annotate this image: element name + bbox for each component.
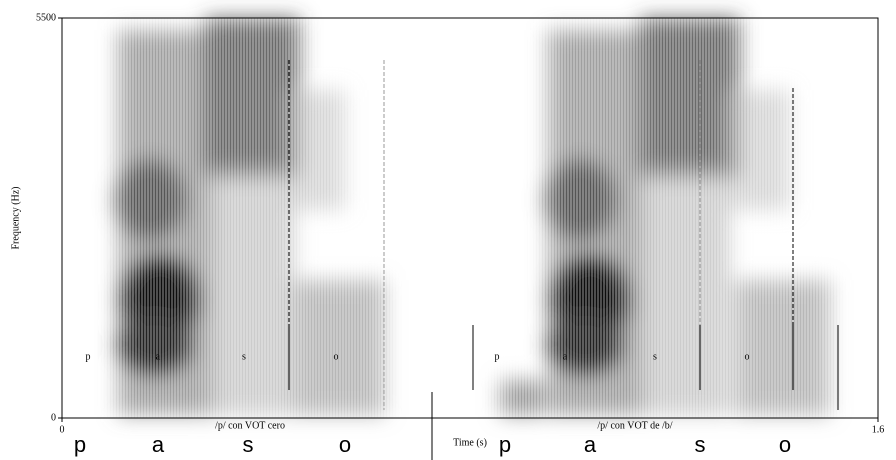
segment-label: s: [653, 351, 657, 362]
phoneme-letter: o: [339, 432, 351, 457]
phoneme-letter: o: [779, 432, 791, 457]
segment-label: p: [86, 351, 91, 362]
panel-caption: /p/ con VOT cero: [215, 420, 285, 431]
segment-label: p: [495, 351, 500, 362]
x-tick-label: 1.6: [872, 424, 885, 435]
segment-boundaries: [288, 60, 839, 460]
phoneme-letter: a: [584, 432, 597, 457]
segment-label: s: [242, 351, 246, 362]
panel-caption: /p/ con VOT de /b/: [597, 420, 672, 431]
y-axis-label: Frequency (Hz): [10, 186, 21, 249]
phoneme-letter: s: [243, 432, 254, 457]
segment-label: o: [745, 351, 750, 362]
plot-frame: [61, 17, 879, 419]
y-tick-label: 0: [51, 412, 56, 423]
segment-label: o: [334, 351, 339, 362]
x-tick-label: 0: [60, 424, 65, 435]
y-tick-label: 5500: [36, 12, 56, 23]
x-axis-label: Time (s): [453, 437, 487, 448]
segment-label: a: [156, 351, 161, 362]
spectrogram-image: [62, 18, 878, 418]
phoneme-letter: p: [74, 432, 86, 457]
phoneme-letter: a: [152, 432, 165, 457]
segment-label: a: [563, 351, 568, 362]
phoneme-letter: s: [695, 432, 706, 457]
phoneme-letter: p: [499, 432, 511, 457]
